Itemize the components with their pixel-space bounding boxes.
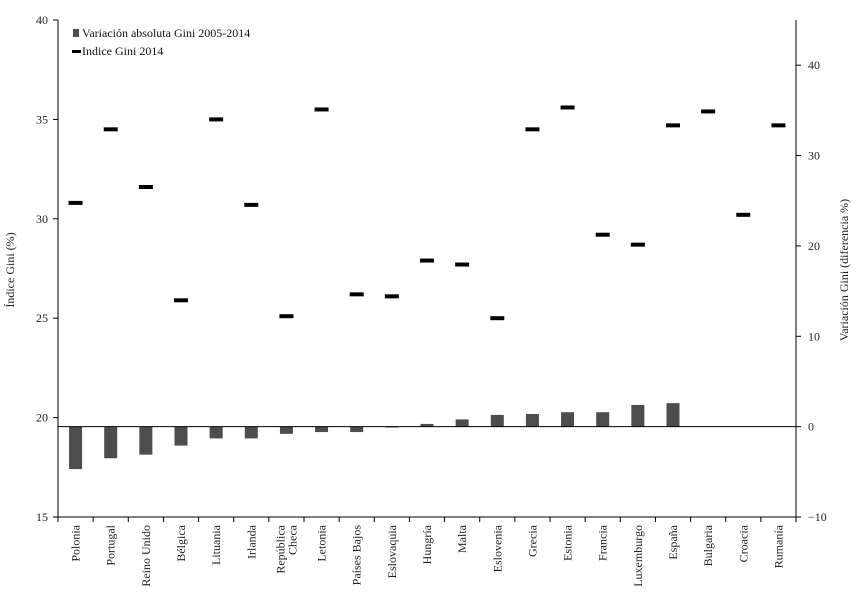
marker-4 <box>174 298 188 303</box>
right-tick-label--10: −10 <box>808 510 827 524</box>
legend-bar-label: Variación absoluta Gini 2005-2014 <box>82 26 250 40</box>
marker-18 <box>666 123 680 128</box>
x-category-label-7: RepúblicaCheca <box>273 524 299 573</box>
legend-marker-swatch <box>72 50 81 53</box>
right-tick-label-30: 30 <box>808 149 820 163</box>
left-y-axis: 15 20 25 30 35 40 <box>36 13 59 524</box>
marker-15 <box>560 105 575 110</box>
marker-10 <box>384 294 399 299</box>
left-tick-label-30: 30 <box>36 212 48 226</box>
marker-17 <box>630 242 645 247</box>
x-category-label-6: Irlanda <box>244 524 258 559</box>
marker-1 <box>68 200 83 205</box>
marker-6 <box>244 202 259 207</box>
x-category-label-12: Malta <box>455 524 469 553</box>
x-category-label-20: Croacia <box>736 524 750 562</box>
bar-3 <box>139 426 153 455</box>
bar-2 <box>104 426 118 459</box>
bar-17 <box>631 404 645 427</box>
bar-8 <box>315 426 329 433</box>
x-category-label-13: Eslovenia <box>490 524 504 572</box>
bar-7 <box>279 426 293 434</box>
marker-20 <box>736 212 751 217</box>
left-tick-label-15: 15 <box>36 510 48 524</box>
x-category-label-9: Países Bajos <box>350 525 364 586</box>
x-category-label-21: Rumanía <box>771 524 785 568</box>
x-category-label-19: Bulgaria <box>701 524 715 566</box>
right-y-axis: −10 0 10 20 30 40 <box>795 20 827 524</box>
marker-13 <box>490 316 505 321</box>
legend-marker-label: Indice Gini 2014 <box>82 44 163 58</box>
x-category-label-5: Lituania <box>209 524 223 565</box>
marker-5 <box>209 117 224 122</box>
legend: Variación absoluta Gini 2005-2014 Indice… <box>72 26 250 58</box>
right-axis-title: Variación Gini (diferencia %) <box>837 199 851 341</box>
x-category-label-14: Grecia <box>525 524 539 557</box>
marker-3 <box>138 184 153 189</box>
left-axis-title: Índice Gini (%) <box>3 232 17 307</box>
x-category-label-1: Polonia <box>69 524 83 561</box>
bar-series-group <box>58 403 796 470</box>
bar-18 <box>666 403 680 427</box>
legend-bar-swatch <box>73 29 79 37</box>
x-category-label-3: Reino Unido <box>139 525 153 587</box>
x-category-label-11: Hungría <box>420 524 434 564</box>
bar-6 <box>244 426 258 439</box>
marker-19 <box>701 109 716 114</box>
marker-9 <box>349 292 364 297</box>
x-category-label-17: Luxemburgo <box>631 525 645 587</box>
marker-12 <box>455 262 470 267</box>
x-category-label-4: Bélgica <box>174 524 188 561</box>
x-category-label-18: España <box>666 524 680 559</box>
marker-21 <box>771 123 786 128</box>
left-tick-label-20: 20 <box>36 411 48 425</box>
x-category-label-10: Eslovaquia <box>385 524 399 578</box>
x-category-label-8: Letonia <box>315 524 329 561</box>
bar-12 <box>455 419 469 427</box>
marker-2 <box>103 127 118 132</box>
right-tick-label-40: 40 <box>808 58 820 72</box>
bar-16 <box>596 412 610 427</box>
x-category-label-7-line-2: Checa <box>285 524 299 555</box>
bar-14 <box>525 413 539 427</box>
left-tick-label-40: 40 <box>36 13 48 27</box>
marker-8 <box>314 107 329 112</box>
right-tick-label-0: 0 <box>808 420 814 434</box>
marker-series-group <box>68 105 786 321</box>
bar-13 <box>490 414 504 427</box>
right-tick-label-10: 10 <box>808 329 820 343</box>
x-category-label-15: Estonia <box>561 524 575 561</box>
marker-14 <box>525 127 540 132</box>
marker-16 <box>595 232 610 237</box>
bar-5 <box>209 426 223 439</box>
marker-11 <box>420 258 434 263</box>
bar-11 <box>420 423 434 427</box>
marker-7 <box>279 314 294 319</box>
bar-4 <box>174 426 188 446</box>
left-tick-label-35: 35 <box>36 112 48 126</box>
bar-15 <box>561 412 575 427</box>
x-category-label-16: Francia <box>596 524 610 561</box>
bar-9 <box>350 426 364 433</box>
x-category-label-2: Portugal <box>104 524 118 565</box>
bar-1 <box>69 426 83 470</box>
right-tick-label-20: 20 <box>808 239 820 253</box>
x-category-label-7-line-1: República <box>273 524 287 573</box>
left-tick-label-25: 25 <box>36 311 48 325</box>
x-axis: Polonia Portugal Reino Unido Bélgica Lituani… <box>57 516 797 587</box>
